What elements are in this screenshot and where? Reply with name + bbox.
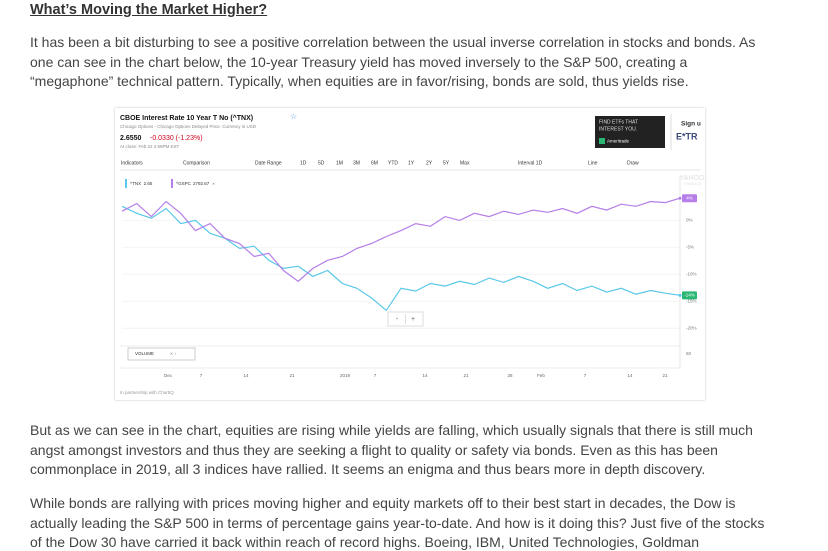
x-tick-label: 28 xyxy=(507,373,513,378)
value-badge xyxy=(682,194,697,203)
paragraph-line: It has been a bit disturbing to see a po… xyxy=(30,34,756,50)
series-line xyxy=(121,197,681,283)
toolbar-item[interactable]: 5D xyxy=(318,160,325,166)
zoom-button[interactable]: + xyxy=(411,316,415,323)
volume-controls: × ↑ xyxy=(170,351,177,357)
price: 2.6550 xyxy=(120,135,142,142)
paragraph-line: one can see in the chart below, the 10-y… xyxy=(30,53,688,70)
ad-broker: Ameritrade xyxy=(607,139,630,144)
x-tick-label: 7 xyxy=(200,373,203,378)
toolbar-item[interactable]: 1Y xyxy=(408,160,415,166)
last-point xyxy=(678,293,682,297)
toolbar-item[interactable]: Line xyxy=(588,160,598,166)
ad-logo xyxy=(599,138,605,144)
x-tick-label: 14 xyxy=(627,373,633,378)
x-tick-label: 7 xyxy=(374,373,377,378)
chart-figure: CBOE Interest Rate 10 Year T No (^TNX) ☆ C… xyxy=(115,108,705,400)
y-tick-label: -5% xyxy=(686,245,694,250)
toolbar-item[interactable]: Draw xyxy=(627,160,639,166)
legend-swatch xyxy=(125,179,127,188)
toolbar-item[interactable]: Max xyxy=(460,160,470,166)
ad-signup: Sign u xyxy=(681,121,701,128)
ad-box xyxy=(595,116,665,148)
toolbar-item[interactable]: 1M xyxy=(336,160,343,166)
legend-quote: 2792.67 xyxy=(193,181,210,186)
quote-subtitle: Chicago Options - Chicago Options Delaye… xyxy=(120,124,257,129)
paragraph-line: “megaphone” technical pattern. Typically… xyxy=(30,73,689,89)
ad-text: INTEREST YOU. xyxy=(599,126,637,132)
legend-chip[interactable]: ^GSPC 2792.67 xyxy=(171,179,210,188)
heading: What’s Moving the Market Higher? xyxy=(30,2,268,18)
volume-label: VOLUME xyxy=(135,351,154,356)
toolbar-item[interactable]: Interval 1D xyxy=(518,160,543,166)
paragraph-line: of the Dow 30 have carried it back withi… xyxy=(30,534,699,550)
toolbar-item[interactable]: 6M xyxy=(371,160,378,166)
y-tick-label: -20% xyxy=(686,325,697,330)
toolbar-item[interactable]: 5Y xyxy=(443,160,450,166)
x-tick-label: 14 xyxy=(422,373,428,378)
watermark: YAHOO! xyxy=(680,175,705,182)
paragraph-line: But as we can see in the chart, equities… xyxy=(30,422,753,438)
paragraph-line: actually leading the S&P 500 in terms of… xyxy=(30,514,765,531)
x-tick-label: Dec xyxy=(164,373,173,378)
close-note: At close: Feb 22 2:59PM EST xyxy=(120,144,180,149)
y-tick-label: -15% xyxy=(686,298,697,303)
x-tick-label: 21 xyxy=(662,373,668,378)
volume-chip[interactable] xyxy=(127,347,196,361)
figure-background xyxy=(115,108,705,400)
price-change: -0.0330 (-1.23%) xyxy=(150,135,203,142)
toolbar-item[interactable]: 2Y xyxy=(426,160,433,166)
zoom-button[interactable]: - xyxy=(396,316,399,323)
legend-quote: 2.65 xyxy=(144,181,153,186)
volume-tick: 50 xyxy=(686,351,692,356)
toolbar-item[interactable]: 1D xyxy=(300,160,307,166)
paragraph-line: commonplace in 2019, all 3 indices have … xyxy=(30,461,706,477)
last-point xyxy=(678,196,682,200)
y-tick-label: -10% xyxy=(686,271,697,276)
paragraph-line: While bonds are rallying with prices mov… xyxy=(30,495,736,511)
toolbar-item[interactable]: Comparison xyxy=(183,160,210,166)
x-tick-label: Feb xyxy=(537,373,545,378)
legend-name: ^TNX xyxy=(130,181,141,186)
value-badge-label: -14% xyxy=(684,293,695,298)
series-line xyxy=(121,205,681,312)
ad-text: FIND ETFs THAT xyxy=(599,119,638,125)
star: ☆ xyxy=(290,112,297,121)
x-tick-label: 14 xyxy=(243,373,249,378)
x-tick-label: 21 xyxy=(463,373,469,378)
watermark: FINANCE xyxy=(684,181,702,186)
legend-swatch xyxy=(171,179,173,188)
paragraph-line: angst amongst investors and thus they ar… xyxy=(30,441,718,458)
toolbar-item[interactable]: Date Range xyxy=(255,160,282,166)
credit: In partnership with ChartIQ xyxy=(120,390,174,395)
x-tick-label: 2019 xyxy=(340,373,351,378)
y-tick-label: 0% xyxy=(686,218,693,223)
legend-name: ^GSPC xyxy=(176,181,192,186)
value-badge-label: 4% xyxy=(686,195,693,200)
quote-title: CBOE Interest Rate 10 Year T No (^TNX) xyxy=(120,114,253,122)
x-tick-label: 7 xyxy=(584,373,587,378)
toolbar-item[interactable]: 3M xyxy=(353,160,360,166)
toolbar-item[interactable]: YTD xyxy=(388,160,398,166)
legend-chip[interactable]: ^TNX 2.65 xyxy=(125,179,153,188)
legend-close: × xyxy=(212,181,215,187)
toolbar-item[interactable]: Indicators xyxy=(121,160,143,166)
x-tick-label: 21 xyxy=(289,373,295,378)
ad-etrade: E*TR xyxy=(676,131,698,141)
value-badge xyxy=(682,291,697,300)
